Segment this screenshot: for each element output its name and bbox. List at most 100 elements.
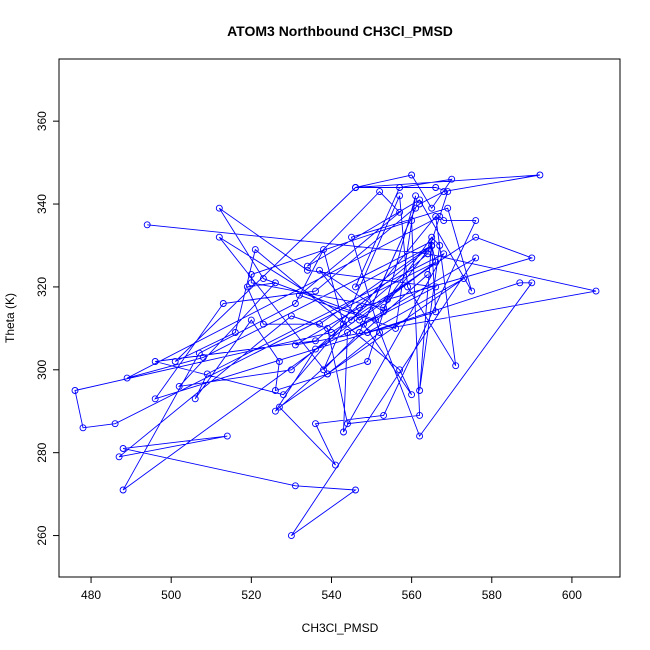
data-point <box>432 258 440 266</box>
data-point <box>416 196 424 204</box>
data-point <box>536 171 544 179</box>
data-point <box>416 387 424 394</box>
data-point <box>316 320 323 328</box>
data-point <box>111 420 119 428</box>
data-point <box>440 217 448 225</box>
data-point <box>151 358 159 365</box>
data-point <box>332 461 339 469</box>
data-point <box>468 287 476 295</box>
data-point <box>356 304 363 312</box>
data-point <box>279 391 287 399</box>
data-point <box>428 237 436 245</box>
data-point <box>295 291 303 299</box>
data-point <box>352 283 359 291</box>
data-point <box>436 242 444 249</box>
data-point <box>247 316 255 324</box>
data-point <box>291 300 299 307</box>
data-point <box>416 432 424 440</box>
data-point <box>231 329 239 336</box>
data-point <box>380 308 388 316</box>
data-point <box>460 275 468 283</box>
data-point <box>352 486 359 494</box>
data-point <box>516 279 524 287</box>
data-point <box>324 324 331 332</box>
data-point <box>376 188 384 196</box>
data-point <box>412 192 420 200</box>
y-axis: 260 280 300 320 340 360 <box>35 111 59 546</box>
data-point <box>259 320 267 328</box>
data-point <box>312 420 319 428</box>
data-point <box>312 287 319 295</box>
data-point <box>195 349 203 357</box>
data-point <box>372 316 380 324</box>
data-point <box>259 275 267 283</box>
x-axis-label: CH3Cl_PMSD <box>302 621 379 635</box>
y-tick-label: 280 <box>35 442 49 462</box>
data-point <box>71 387 79 394</box>
y-axis-label: Theta (K) <box>3 293 17 343</box>
data-point <box>392 324 400 332</box>
data-point <box>432 308 440 316</box>
data-point <box>115 453 123 461</box>
data-point <box>424 250 432 258</box>
data-point <box>380 411 388 419</box>
data-point <box>432 184 440 191</box>
data-series <box>71 171 600 540</box>
data-point <box>191 395 199 403</box>
x-tick-label: 480 <box>81 588 101 602</box>
data-point <box>275 403 283 411</box>
data-point <box>528 254 536 262</box>
data-point <box>119 445 127 452</box>
data-point <box>340 320 347 328</box>
data-point <box>215 233 223 241</box>
data-point <box>380 304 388 312</box>
data-point <box>271 387 279 394</box>
y-tick-label: 360 <box>35 111 49 131</box>
data-point <box>320 246 327 254</box>
data-point <box>452 362 460 370</box>
data-point <box>312 337 319 345</box>
data-point <box>440 250 448 258</box>
y-tick-label: 340 <box>35 194 49 214</box>
data-point <box>356 329 363 336</box>
data-point <box>143 221 151 229</box>
data-point <box>344 329 351 336</box>
data-point <box>472 217 480 225</box>
data-point <box>428 204 436 212</box>
data-point <box>432 213 440 220</box>
data-point <box>247 279 255 287</box>
x-tick-label: 580 <box>482 588 502 602</box>
data-point <box>219 300 227 307</box>
x-tick-label: 540 <box>321 588 341 602</box>
data-point <box>287 312 295 320</box>
data-point <box>424 271 432 278</box>
data-point <box>291 482 299 490</box>
data-point <box>444 188 452 196</box>
x-axis: 480 500 520 540 560 580 600 <box>81 577 582 602</box>
data-point <box>303 262 311 270</box>
data-point <box>528 279 536 287</box>
data-point <box>428 242 436 249</box>
data-point <box>223 432 231 440</box>
data-point <box>324 370 331 378</box>
data-point <box>356 316 363 324</box>
data-point <box>384 295 392 303</box>
data-point <box>376 329 384 336</box>
data-point <box>404 283 412 291</box>
y-tick-label: 300 <box>35 359 49 379</box>
data-point <box>203 370 211 378</box>
data-point <box>312 345 319 353</box>
data-point <box>396 366 404 374</box>
data-point <box>412 204 420 212</box>
data-point <box>251 246 259 254</box>
data-point <box>199 353 207 361</box>
data-point <box>432 283 440 291</box>
x-tick-label: 520 <box>241 588 261 602</box>
data-point <box>364 358 372 365</box>
data-point <box>444 204 452 212</box>
data-point <box>436 213 444 220</box>
data-point <box>472 233 480 241</box>
data-point <box>287 366 295 374</box>
data-point <box>416 200 424 208</box>
data-point <box>119 486 127 494</box>
